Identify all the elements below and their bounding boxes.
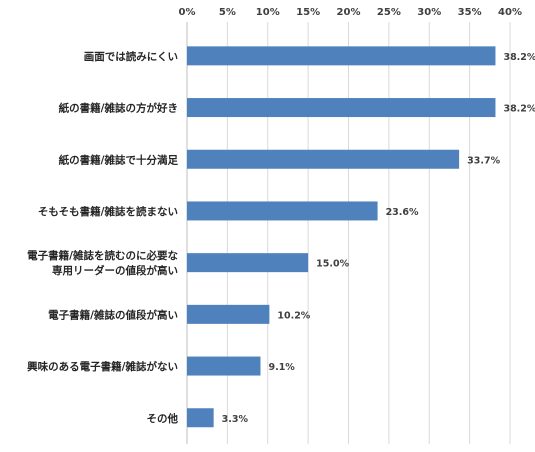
bar <box>187 408 214 428</box>
x-tick-label: 40% <box>498 7 522 18</box>
bar <box>187 356 261 376</box>
value-label: 10.2% <box>277 310 310 321</box>
bar <box>187 304 270 324</box>
category-label: その他 <box>147 412 179 425</box>
bar <box>187 46 496 66</box>
bar <box>187 149 460 169</box>
value-label: 15.0% <box>316 259 349 270</box>
x-tick-label: 30% <box>417 7 441 18</box>
x-tick-label: 0% <box>179 7 196 18</box>
value-label: 33.7% <box>467 155 500 166</box>
value-label: 38.2% <box>503 52 535 63</box>
bar <box>187 98 496 118</box>
x-tick-label: 35% <box>458 7 482 18</box>
category-label: 画面では読みにくい <box>84 50 178 63</box>
gridlines <box>186 22 511 444</box>
category-label: そもそも書籍/雑誌を読まない <box>38 205 178 218</box>
category-label: 紙の書籍/雑誌の方が好き <box>59 102 178 115</box>
x-axis-ticks: 0% 5% 10% 15% 20% 25% 30% 35% 40% <box>179 7 522 18</box>
value-label: 3.3% <box>222 414 249 425</box>
bar <box>187 253 309 273</box>
x-tick-label: 20% <box>337 7 361 18</box>
category-label: 電子書籍/雑誌の値段が高い <box>48 308 178 321</box>
x-tick-label: 5% <box>219 7 236 18</box>
value-label: 23.6% <box>386 207 419 218</box>
value-label: 38.2% <box>503 104 535 115</box>
category-label: 興味のある電子書籍/雑誌がない <box>27 360 178 373</box>
x-tick-label: 25% <box>377 7 401 18</box>
x-tick-label: 10% <box>256 7 280 18</box>
category-labels: 画面では読みにくい紙の書籍/雑誌の方が好き紙の書籍/雑誌で十分満足そもそも書籍/… <box>27 50 178 425</box>
bars <box>187 46 496 428</box>
value-labels: 38.2% 38.2% 33.7% 23.6% 15.0% 10.2% 9.1% 3.3% <box>222 52 535 425</box>
category-label: 電子書籍/雑誌を読むのに必要な専用リーダーの値段が高い <box>27 249 178 277</box>
category-label: 紙の書籍/雑誌で十分満足 <box>59 153 179 166</box>
bar <box>187 201 378 221</box>
x-tick-label: 15% <box>296 7 320 18</box>
value-label: 9.1% <box>268 362 295 373</box>
